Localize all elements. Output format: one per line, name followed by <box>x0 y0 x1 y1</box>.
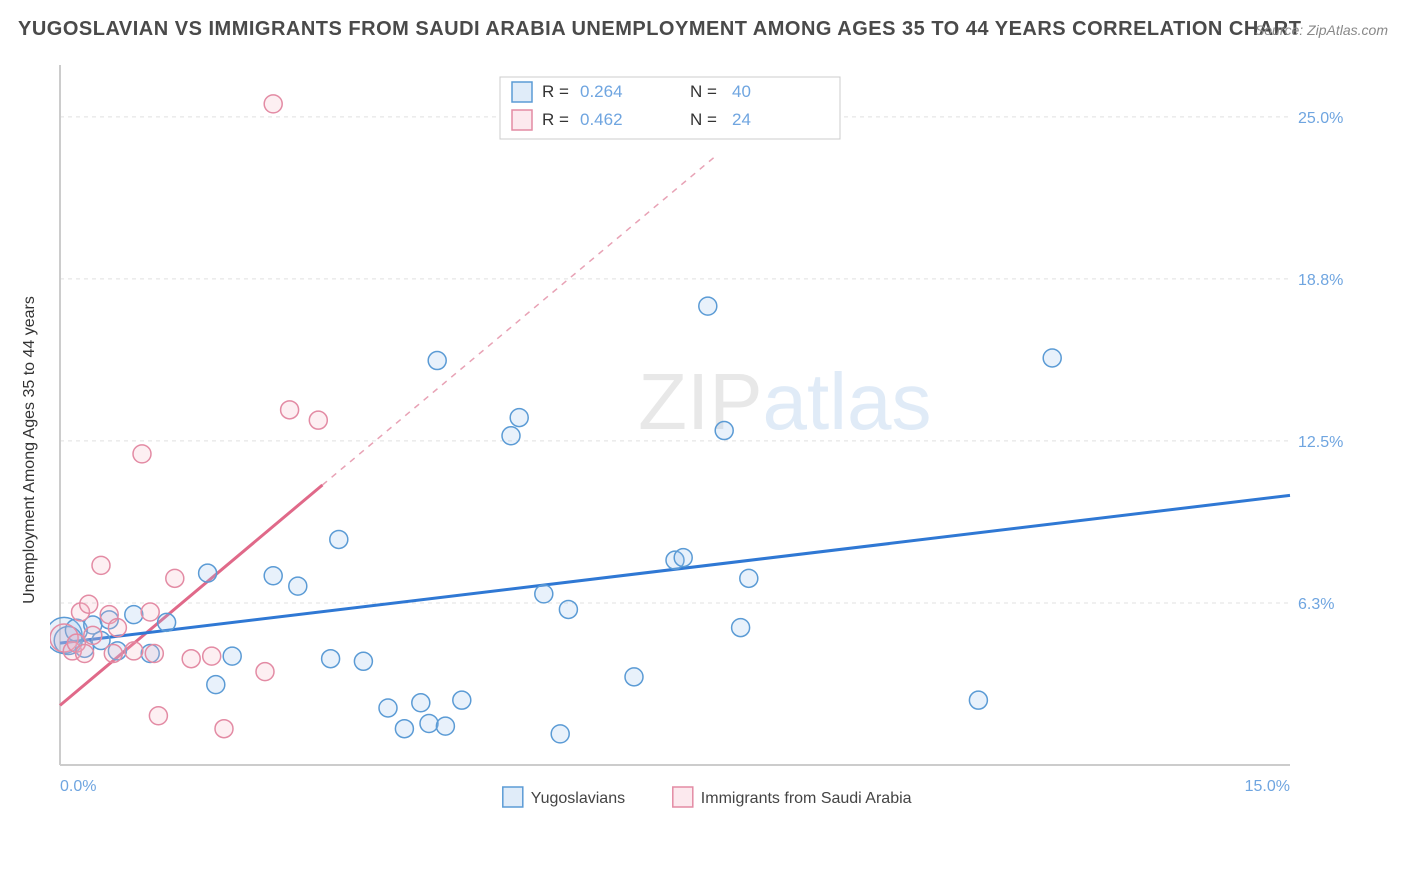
data-point <box>76 645 94 663</box>
data-point <box>330 530 348 548</box>
data-point <box>215 720 233 738</box>
data-point <box>502 427 520 445</box>
data-point <box>166 569 184 587</box>
data-point <box>199 564 217 582</box>
data-point <box>264 95 282 113</box>
data-point <box>104 645 122 663</box>
legend-r-label: R = <box>542 82 569 101</box>
data-point <box>125 606 143 624</box>
data-point <box>551 725 569 743</box>
y-axis-label: Unemployment Among Ages 35 to 44 years <box>21 296 39 604</box>
data-point <box>182 650 200 668</box>
legend-n-label: N = <box>690 82 717 101</box>
bottom-legend-swatch <box>503 787 523 807</box>
legend-swatch <box>512 110 532 130</box>
data-point <box>322 650 340 668</box>
data-point <box>207 676 225 694</box>
data-point <box>281 401 299 419</box>
data-point <box>420 715 438 733</box>
data-point <box>559 600 577 618</box>
data-point <box>133 445 151 463</box>
data-point <box>92 556 110 574</box>
data-point <box>428 352 446 370</box>
data-point <box>108 619 126 637</box>
data-point <box>535 585 553 603</box>
y-tick-label: 6.3% <box>1298 596 1334 613</box>
x-tick-label: 15.0% <box>1245 778 1290 795</box>
data-point <box>510 409 528 427</box>
data-point <box>309 411 327 429</box>
data-point <box>125 642 143 660</box>
data-point <box>223 647 241 665</box>
bottom-legend-label: Immigrants from Saudi Arabia <box>701 790 912 807</box>
data-point <box>145 645 163 663</box>
data-point <box>453 691 471 709</box>
trend-line-pink <box>60 485 322 705</box>
legend-n-value: 24 <box>732 110 751 129</box>
data-point <box>674 549 692 567</box>
legend-r-value: 0.264 <box>580 82 623 101</box>
data-point <box>699 297 717 315</box>
data-point <box>289 577 307 595</box>
data-point <box>141 603 159 621</box>
data-point <box>436 717 454 735</box>
data-point <box>625 668 643 686</box>
legend-swatch <box>512 82 532 102</box>
legend-r-value: 0.462 <box>580 110 623 129</box>
source-label: Source: ZipAtlas.com <box>1255 22 1388 38</box>
chart-title: YUGOSLAVIAN VS IMMIGRANTS FROM SAUDI ARA… <box>18 18 1301 41</box>
data-point <box>740 569 758 587</box>
data-point <box>412 694 430 712</box>
data-point <box>84 626 102 644</box>
y-tick-label: 25.0% <box>1298 110 1343 127</box>
legend-n-value: 40 <box>732 82 751 101</box>
y-tick-label: 18.8% <box>1298 272 1343 289</box>
data-point <box>379 699 397 717</box>
bottom-legend-label: Yugoslavians <box>531 790 625 807</box>
data-point <box>158 613 176 631</box>
x-tick-label: 0.0% <box>60 778 96 795</box>
data-point <box>732 619 750 637</box>
data-point <box>149 707 167 725</box>
data-point <box>256 663 274 681</box>
legend-n-label: N = <box>690 110 717 129</box>
data-point <box>203 647 221 665</box>
data-point <box>969 691 987 709</box>
y-tick-label: 12.5% <box>1298 434 1343 451</box>
chart-area: Unemployment Among Ages 35 to 44 years 6… <box>50 55 1390 845</box>
data-point <box>1043 349 1061 367</box>
data-point <box>80 595 98 613</box>
scatter-chart: 6.3% 12.5% 18.8% 25.0% ZIPatlas 0.0% 15.0% R = 0… <box>50 55 1350 815</box>
data-point <box>354 652 372 670</box>
bottom-legend-swatch <box>673 787 693 807</box>
data-point <box>395 720 413 738</box>
data-point <box>264 567 282 585</box>
data-point <box>715 422 733 440</box>
legend-r-label: R = <box>542 110 569 129</box>
watermark: ZIPatlas <box>638 357 931 446</box>
